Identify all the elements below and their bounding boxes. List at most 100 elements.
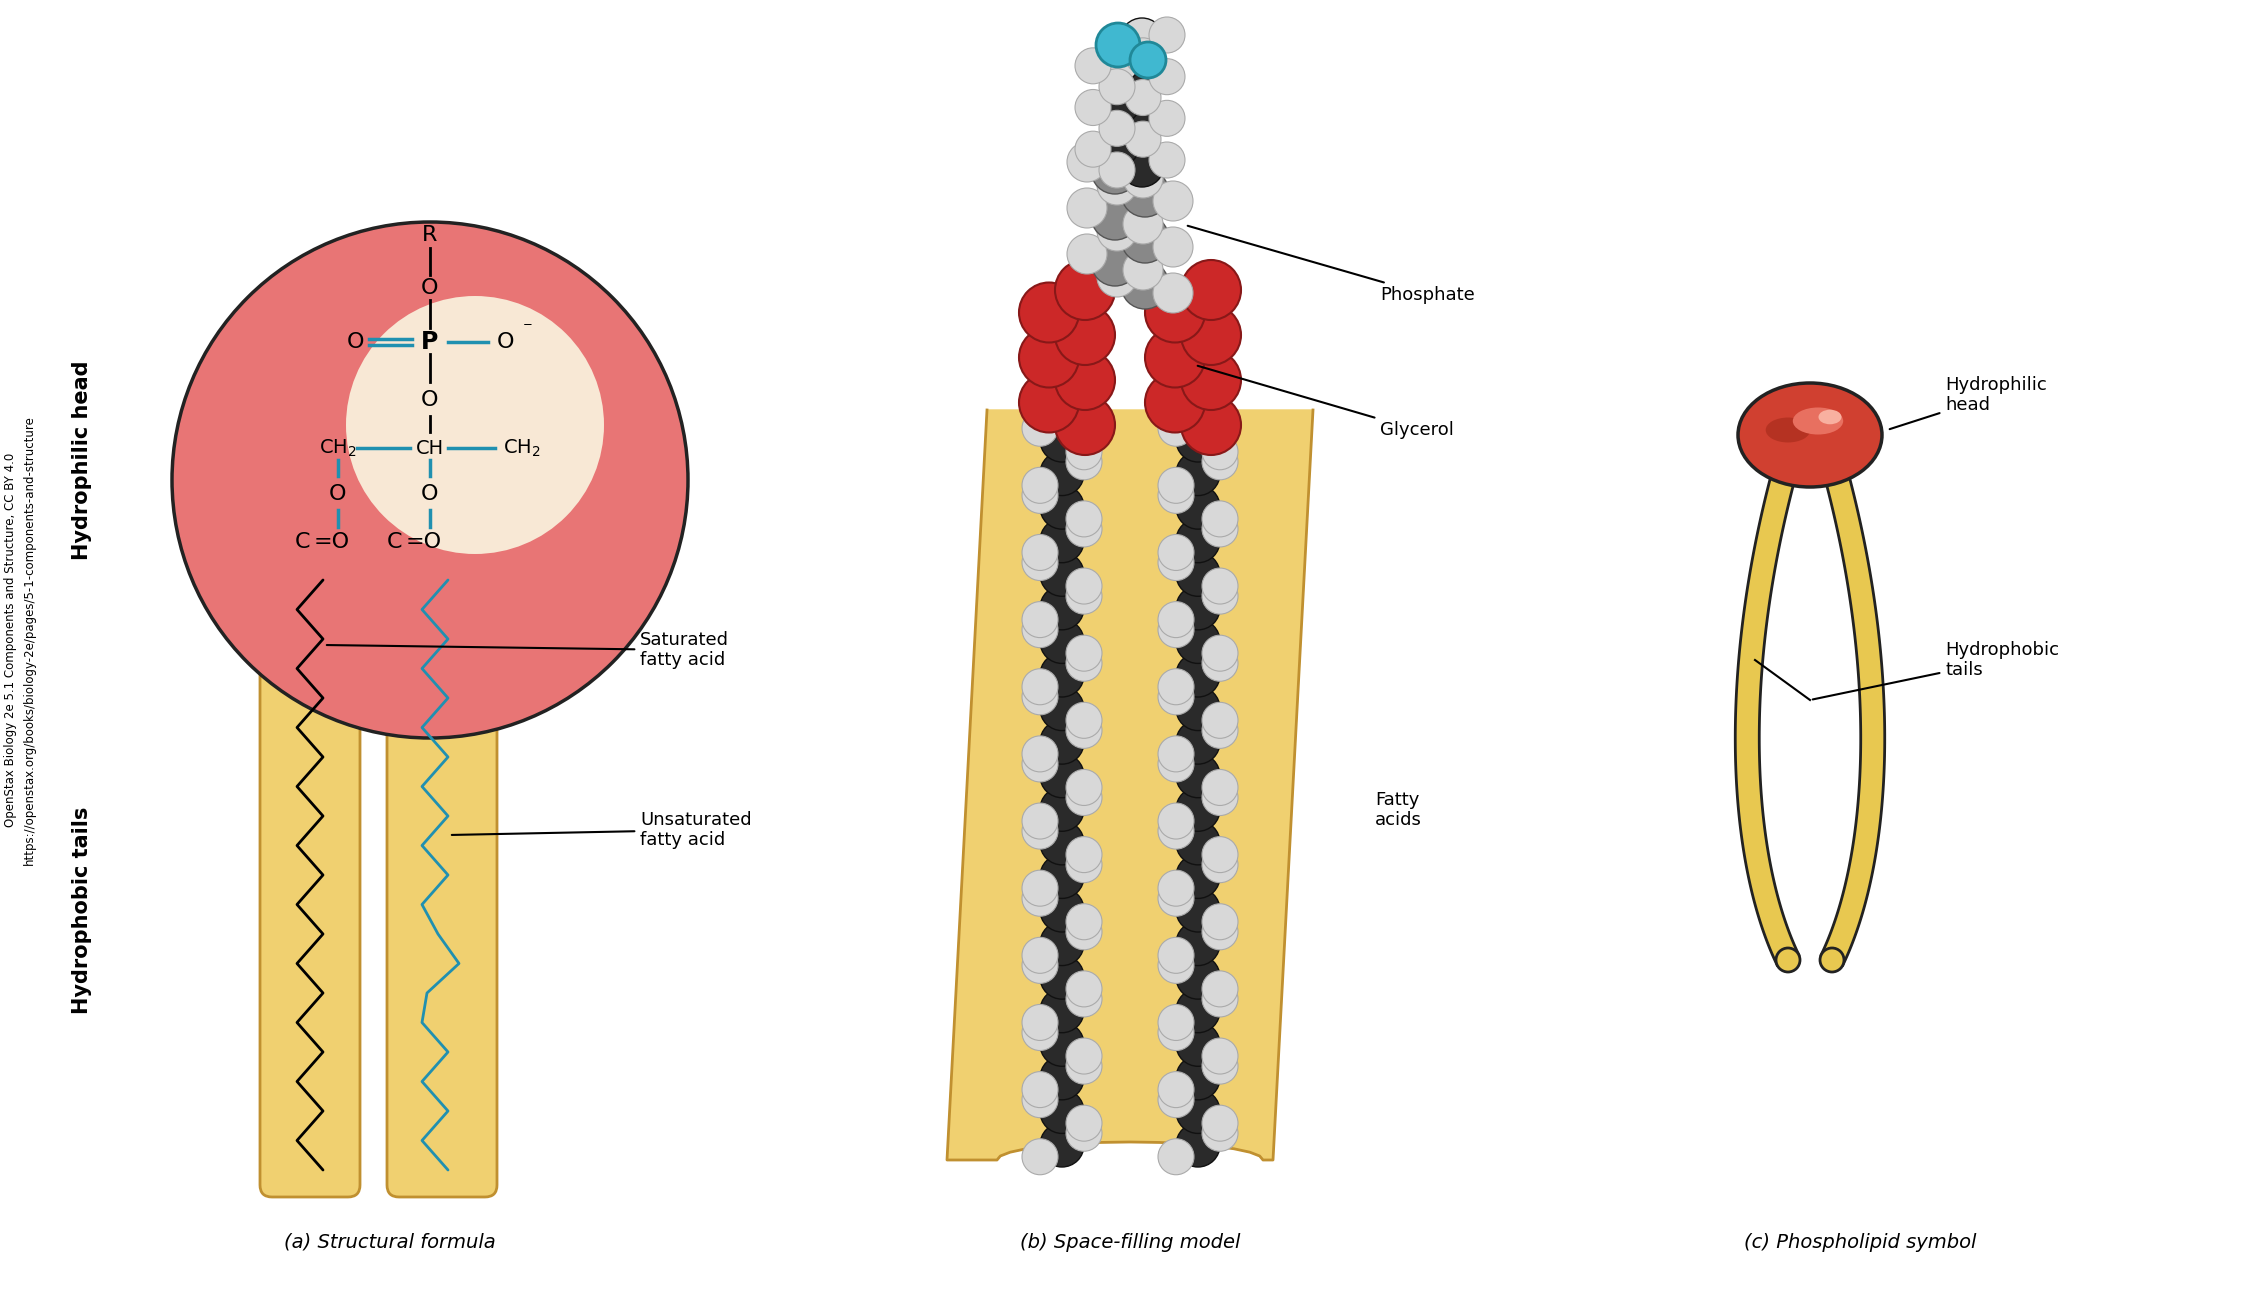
Circle shape (1066, 914, 1102, 950)
Text: Hydrophobic tails: Hydrophobic tails (72, 806, 92, 1014)
Text: R: R (423, 225, 439, 244)
Circle shape (1158, 746, 1194, 783)
Circle shape (1201, 434, 1237, 469)
Circle shape (1158, 668, 1194, 705)
Ellipse shape (1819, 410, 1842, 424)
Circle shape (1158, 880, 1194, 916)
Circle shape (1039, 820, 1084, 864)
Circle shape (1021, 746, 1057, 783)
Circle shape (1176, 686, 1219, 731)
Circle shape (1066, 568, 1102, 604)
Circle shape (1201, 578, 1237, 614)
Circle shape (1122, 204, 1163, 244)
Circle shape (1039, 922, 1084, 966)
Circle shape (1120, 214, 1169, 263)
Circle shape (1176, 820, 1219, 864)
Circle shape (1176, 1056, 1219, 1100)
Circle shape (1201, 511, 1237, 547)
FancyBboxPatch shape (261, 552, 360, 1197)
Text: OpenStax Biology 2e 5.1 Components and Structure, CC BY 4.0
https://openstax.org: OpenStax Biology 2e 5.1 Components and S… (4, 415, 36, 864)
Circle shape (1181, 306, 1241, 365)
Text: Fatty
acids: Fatty acids (1374, 790, 1421, 829)
Circle shape (1158, 679, 1194, 715)
Circle shape (1066, 903, 1102, 940)
Text: O: O (328, 484, 346, 504)
Circle shape (1201, 636, 1237, 671)
Text: O: O (421, 484, 439, 504)
Circle shape (1066, 443, 1102, 480)
Circle shape (1145, 373, 1205, 433)
Circle shape (1098, 165, 1138, 205)
Circle shape (1075, 48, 1111, 83)
Circle shape (1066, 511, 1102, 547)
Circle shape (1019, 328, 1080, 387)
Circle shape (1158, 736, 1194, 772)
Circle shape (1095, 81, 1140, 125)
Circle shape (1158, 1082, 1194, 1118)
Circle shape (1098, 211, 1138, 251)
Circle shape (1777, 948, 1799, 972)
Circle shape (1158, 812, 1194, 849)
Circle shape (1039, 854, 1084, 898)
Circle shape (1021, 1014, 1057, 1050)
Circle shape (1091, 192, 1138, 240)
Text: C: C (387, 532, 403, 552)
Circle shape (1066, 188, 1107, 228)
Circle shape (1039, 653, 1084, 697)
Circle shape (1158, 1005, 1194, 1040)
Circle shape (1176, 586, 1219, 630)
Circle shape (1039, 754, 1084, 798)
Circle shape (1066, 636, 1102, 671)
Circle shape (1158, 411, 1194, 446)
Circle shape (1158, 1071, 1194, 1108)
Circle shape (1201, 982, 1237, 1017)
Circle shape (1176, 754, 1219, 798)
Circle shape (1158, 1139, 1194, 1175)
Circle shape (1201, 971, 1237, 1008)
Circle shape (1201, 770, 1237, 806)
Circle shape (1201, 702, 1237, 738)
Circle shape (1075, 131, 1111, 168)
Circle shape (1039, 1123, 1084, 1167)
Circle shape (1176, 888, 1219, 932)
Circle shape (1100, 152, 1136, 188)
Text: Phosphate: Phosphate (1187, 226, 1475, 304)
Circle shape (1066, 837, 1102, 872)
Circle shape (1021, 1082, 1057, 1118)
Text: Glycerol: Glycerol (1199, 365, 1453, 439)
Circle shape (1066, 434, 1102, 469)
Circle shape (1039, 1056, 1084, 1100)
Circle shape (1021, 1071, 1057, 1108)
Text: CH$_2$: CH$_2$ (504, 437, 540, 459)
Text: (c) Phospholipid symbol: (c) Phospholipid symbol (1743, 1232, 1977, 1252)
Circle shape (1149, 100, 1185, 136)
Circle shape (1039, 451, 1084, 495)
Polygon shape (1736, 478, 1799, 965)
Ellipse shape (1738, 384, 1882, 488)
Circle shape (1158, 803, 1194, 838)
Circle shape (1039, 720, 1084, 764)
Circle shape (1066, 780, 1102, 815)
Circle shape (1158, 948, 1194, 983)
Circle shape (1021, 477, 1057, 514)
Circle shape (1098, 257, 1138, 296)
Circle shape (1158, 1014, 1194, 1050)
Circle shape (1055, 260, 1116, 320)
Circle shape (1124, 121, 1160, 157)
Circle shape (1201, 914, 1237, 950)
Circle shape (1176, 1022, 1219, 1066)
Text: =O: =O (315, 532, 351, 552)
Circle shape (1091, 238, 1138, 286)
Circle shape (1095, 39, 1140, 83)
Circle shape (1021, 668, 1057, 705)
Circle shape (1066, 1048, 1102, 1084)
Text: C: C (295, 532, 310, 552)
Circle shape (1066, 971, 1102, 1008)
Circle shape (1145, 282, 1205, 342)
Circle shape (1149, 58, 1185, 95)
Text: Hydrophilic
head: Hydrophilic head (1889, 376, 2047, 429)
Circle shape (1021, 803, 1057, 838)
Circle shape (1201, 1115, 1237, 1152)
Ellipse shape (1792, 407, 1844, 434)
Circle shape (1201, 712, 1237, 749)
